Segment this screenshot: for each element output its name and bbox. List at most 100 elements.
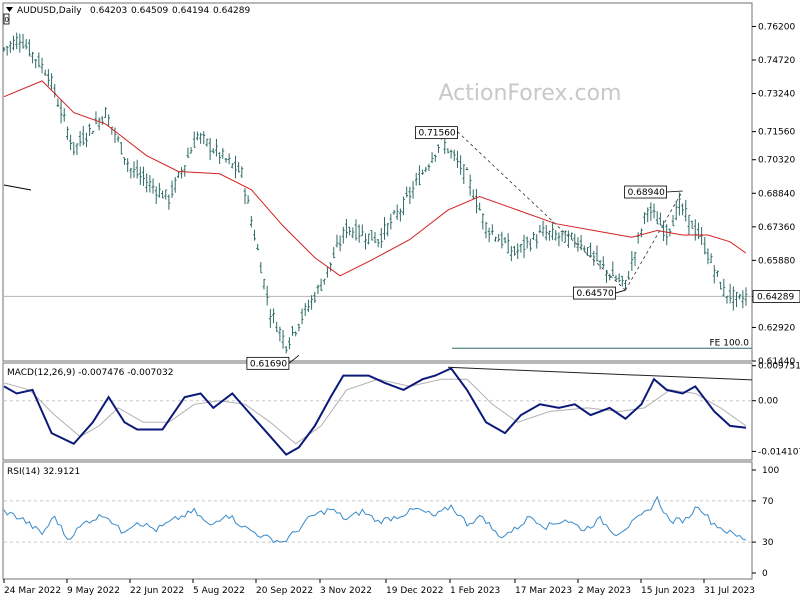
price-bar xyxy=(94,111,98,125)
price-bar xyxy=(560,230,564,242)
price-annotation-leader xyxy=(615,289,626,294)
price-bar xyxy=(614,275,618,281)
macd-tick-label: -0.014107 xyxy=(758,447,800,457)
price-bar xyxy=(157,183,161,198)
price-bar xyxy=(405,186,409,198)
price-tick-label: 0.73240 xyxy=(758,90,795,100)
price-bar xyxy=(383,216,386,240)
time-tick-label: 15 Jun 2023 xyxy=(641,586,695,596)
price-annotation-leader xyxy=(666,190,683,193)
price-annotation-label: 0.68940 xyxy=(628,188,665,198)
price-bar xyxy=(417,165,421,186)
price-bar xyxy=(674,201,678,221)
price-bar xyxy=(468,174,472,196)
time-tick-label: 5 Aug 2022 xyxy=(193,586,245,596)
price-bar xyxy=(265,285,269,306)
price-bar xyxy=(703,236,707,255)
price-bar xyxy=(490,224,494,235)
price-bar xyxy=(481,213,485,230)
price-tick-label: 0.70320 xyxy=(758,156,795,166)
macd-trend-line xyxy=(447,366,753,381)
price-bar xyxy=(154,186,158,204)
price-bar xyxy=(456,150,459,168)
collapse-triangle-icon[interactable] xyxy=(6,7,13,12)
price-bar xyxy=(370,229,374,241)
price-bar xyxy=(716,270,719,277)
price-bar xyxy=(27,39,31,57)
price-bar xyxy=(639,228,643,238)
macd-layer: MACD(12,26,9) -0.007476 -0.007032 xyxy=(3,366,753,456)
price-bar xyxy=(332,246,336,259)
price-bar xyxy=(335,234,339,248)
price-bar xyxy=(138,166,142,185)
price-bar xyxy=(249,216,253,228)
price-bar xyxy=(567,230,570,248)
price-bar xyxy=(5,46,9,56)
price-bar xyxy=(709,253,713,264)
time-tick-label: 1 Feb 2023 xyxy=(450,586,500,596)
price-bar xyxy=(395,204,399,220)
price-bar xyxy=(12,35,15,51)
price-bar xyxy=(8,40,12,53)
price-bar xyxy=(421,169,424,175)
price-bar xyxy=(386,222,390,237)
fe-level-label: FE 100.0 xyxy=(710,338,750,348)
time-tick-label: 31 Jul 2023 xyxy=(704,586,755,596)
price-bar xyxy=(452,149,456,161)
watermark: ActionForex.com xyxy=(439,81,622,106)
price-bar xyxy=(69,134,72,151)
price-bar xyxy=(348,226,352,236)
price-bar xyxy=(341,226,345,244)
rsi-tick-label: 70 xyxy=(762,497,774,507)
price-bar xyxy=(379,227,383,248)
price-bar xyxy=(519,243,523,253)
price-bar xyxy=(658,212,662,226)
price-bar xyxy=(497,234,501,242)
price-bar xyxy=(100,116,104,125)
price-bar xyxy=(243,188,247,205)
price-bar xyxy=(684,199,688,222)
price-bar xyxy=(364,233,367,250)
price-bar xyxy=(576,237,580,252)
price-bar xyxy=(170,180,174,198)
price-bar xyxy=(424,166,428,173)
price-bar xyxy=(148,175,152,193)
price-bar xyxy=(46,69,50,87)
price-bar xyxy=(310,295,313,310)
price-bar xyxy=(722,278,726,297)
price-bar xyxy=(97,117,101,131)
price-bar xyxy=(81,125,85,146)
price-annotation-leader xyxy=(288,355,300,364)
price-bar xyxy=(272,308,275,324)
symbol-label: AUDUSD,Daily xyxy=(17,6,82,16)
price-bar xyxy=(725,295,729,304)
price-bar xyxy=(72,142,76,156)
moving-average-line xyxy=(3,80,747,277)
rsi-tick-label: 30 xyxy=(762,538,774,548)
time-tick-label: 17 Mar 2023 xyxy=(515,586,572,596)
price-annotation-label: 0.71560 xyxy=(418,129,455,139)
price-bar xyxy=(506,233,510,254)
price-bar xyxy=(478,202,482,211)
price-bar xyxy=(221,147,225,159)
price-bar xyxy=(376,239,380,248)
price-bar xyxy=(617,273,621,283)
price-bar xyxy=(205,138,209,147)
ohlc-open: 0.64203 xyxy=(90,6,127,16)
time-tick-label: 9 May 2022 xyxy=(67,586,120,596)
price-tick-label: 0.76200 xyxy=(758,22,795,32)
price-bar xyxy=(300,308,304,325)
price-bar xyxy=(129,167,133,179)
price-bar xyxy=(180,167,183,179)
price-bar xyxy=(123,157,126,165)
price-bar xyxy=(338,235,342,252)
price-bar xyxy=(513,245,516,256)
price-bar xyxy=(475,188,478,214)
price-bar xyxy=(37,52,41,68)
price-bar xyxy=(237,162,241,173)
price-bar xyxy=(655,211,659,225)
price-bar xyxy=(329,262,333,272)
price-bar xyxy=(697,222,700,240)
price-bar xyxy=(135,159,139,179)
time-tick-label: 20 Sep 2022 xyxy=(256,586,313,596)
